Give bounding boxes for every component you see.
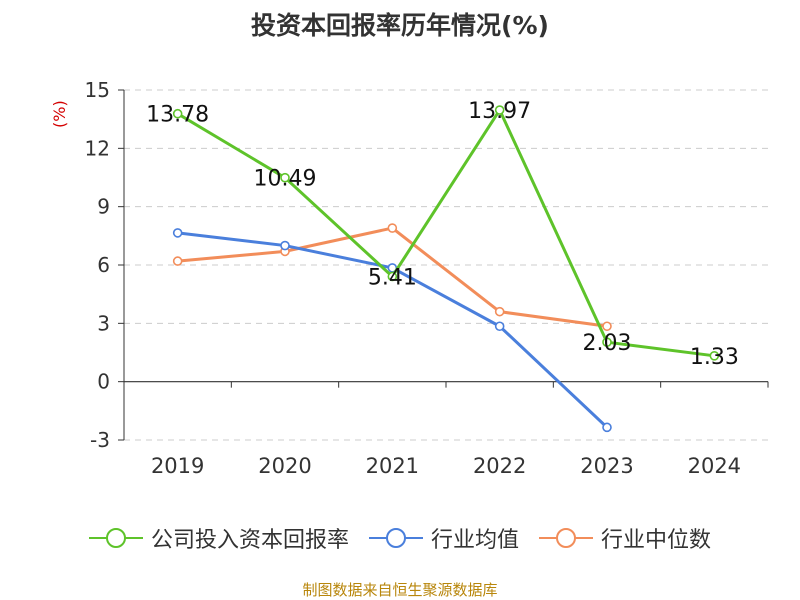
y-tick-label: -3 [90,428,110,452]
y-tick-label: 12 [85,136,110,160]
legend-item-company[interactable]: 公司投入资本回报率 [88,522,349,554]
series-line [176,108,715,358]
y-tick-label: 15 [85,78,110,102]
data-label: 13.78 [146,103,209,128]
legend-item-industry-median[interactable]: 行业中位数 [539,522,711,554]
data-label: 2.03 [583,331,632,356]
legend-label: 行业均值 [430,528,519,553]
legend: 公司投入资本回报率 行业均值 行业中位数 [0,520,800,556]
data-source-note: 制图数据来自恒生聚源数据库 [302,581,498,599]
data-point [494,306,505,317]
legend-line-icon [368,528,423,548]
data-point [280,172,290,183]
data-point [494,321,505,332]
x-tick-label: 2024 [688,454,741,478]
legend-label: 公司投入资本回报率 [150,528,349,553]
legend-item-industry-avg[interactable]: 行业均值 [368,522,519,554]
data-label: 5.41 [368,265,417,290]
x-tick-label: 2022 [473,454,526,478]
x-tick-label: 2023 [580,454,633,478]
series-line [177,231,609,429]
y-tick-label: 9 [97,195,110,219]
data-point [172,256,183,266]
data-point [602,422,612,433]
data-point [280,240,290,251]
chart-title: 投资本回报率历年情况(%) [251,11,549,40]
data-label: 1.33 [690,345,739,370]
data-point [387,223,398,233]
y-tick-label: 3 [97,311,110,335]
legend-line-icon [539,528,593,548]
data-point [709,351,720,361]
data-point [172,108,183,119]
data-point [387,271,398,282]
data-point [602,321,612,332]
legend-label: 行业中位数 [601,528,712,553]
y-tick-label: 6 [97,253,110,277]
data-point [172,228,183,238]
data-point [494,105,505,115]
y-tick-label: 0 [97,370,110,394]
x-tick-label: 2019 [151,454,204,478]
x-tick-label: 2021 [366,454,419,478]
x-tick-label: 2020 [258,454,311,478]
data-label: 13.97 [468,99,531,124]
data-point [602,337,612,347]
legend-line-icon [88,528,143,548]
data-label: 10.49 [254,167,317,192]
